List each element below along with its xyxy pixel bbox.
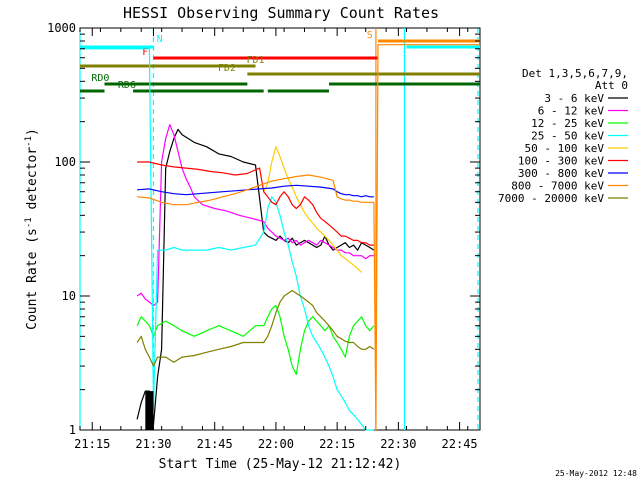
series-line-0 bbox=[136, 128, 375, 426]
legend-label-2: 12 - 25 keV bbox=[531, 117, 604, 130]
flag-label-f: F bbox=[142, 47, 148, 58]
flag-label-rd0: RD0 bbox=[91, 73, 109, 84]
y-axis-label-sup1: -1 bbox=[24, 217, 34, 228]
y-tick-label-0: 1 bbox=[69, 423, 76, 437]
flag-label-fd1: FD1 bbox=[246, 55, 264, 66]
observing-flag-bars: NF FD1 FD2 S RD0 RD6 bbox=[80, 30, 480, 93]
y-axis-label: Count Rate (s-1 detector-1) bbox=[24, 128, 40, 330]
x-axis-label: Start Time (25-May-12 21:12:42) bbox=[159, 457, 402, 472]
flag-label-n: N bbox=[157, 34, 163, 45]
y-tick-label-3: 1000 bbox=[47, 21, 76, 35]
y-axis-label-part2: detector bbox=[25, 147, 40, 218]
legend-label-8: 7000 - 20000 keV bbox=[498, 192, 604, 205]
legend-label-0: 3 - 6 keV bbox=[544, 92, 604, 105]
series-line-7 bbox=[137, 44, 480, 431]
x-tick-label-3: 22:00 bbox=[258, 437, 294, 451]
x-tick-label-6: 22:45 bbox=[442, 437, 478, 451]
y-axis-label-part1: Count Rate (s bbox=[25, 228, 40, 330]
footer-timestamp: 25-May-2012 12:48 bbox=[555, 469, 637, 478]
legend-label-7: 800 - 7000 keV bbox=[511, 180, 604, 193]
x-tick-label-2: 21:45 bbox=[197, 437, 233, 451]
axes-ticks: 21:15 21:30 21:45 22:00 22:15 22:30 22:45 1 10 10… bbox=[47, 21, 480, 451]
legend-label-4: 50 - 100 keV bbox=[525, 142, 605, 155]
series-line-2 bbox=[136, 304, 375, 375]
x-tick-label-0: 21:15 bbox=[74, 437, 110, 451]
y-tick-label-2: 100 bbox=[54, 155, 76, 169]
flag-label-fd2: FD2 bbox=[218, 63, 236, 74]
x-tick-label-1: 21:30 bbox=[135, 437, 171, 451]
series-block-3-6kev bbox=[145, 391, 154, 430]
series-line-6 bbox=[137, 184, 374, 198]
series-line-1 bbox=[136, 123, 374, 307]
flag-label-s: S bbox=[367, 30, 373, 41]
legend-label-6: 300 - 800 keV bbox=[518, 167, 604, 180]
legend-label-3: 25 - 50 keV bbox=[531, 130, 604, 143]
flag-label-rd6: RD6 bbox=[118, 80, 136, 91]
legend-label-5: 100 - 300 keV bbox=[518, 155, 604, 168]
y-axis-label-sup2: -1 bbox=[24, 136, 34, 147]
x-tick-label-4: 22:15 bbox=[319, 437, 355, 451]
legend-label-1: 6 - 12 keV bbox=[538, 105, 605, 118]
legend-header-0: Det 1,3,5,6,7,9, bbox=[522, 67, 628, 80]
chart-title: HESSI Observing Summary Count Rates bbox=[123, 4, 439, 22]
series-line-4 bbox=[263, 146, 363, 273]
series-line-8 bbox=[136, 289, 375, 367]
series-line-3 bbox=[80, 48, 374, 431]
x-tick-label-5: 22:30 bbox=[380, 437, 416, 451]
legend-header-1: Att 0 bbox=[595, 79, 628, 92]
vertical-markers bbox=[79, 28, 479, 430]
y-tick-label-1: 10 bbox=[62, 289, 76, 303]
series-lines bbox=[80, 44, 480, 431]
y-axis-label-part3: ) bbox=[25, 128, 40, 136]
series-line-5 bbox=[137, 161, 374, 246]
plot-frame bbox=[79, 27, 481, 431]
